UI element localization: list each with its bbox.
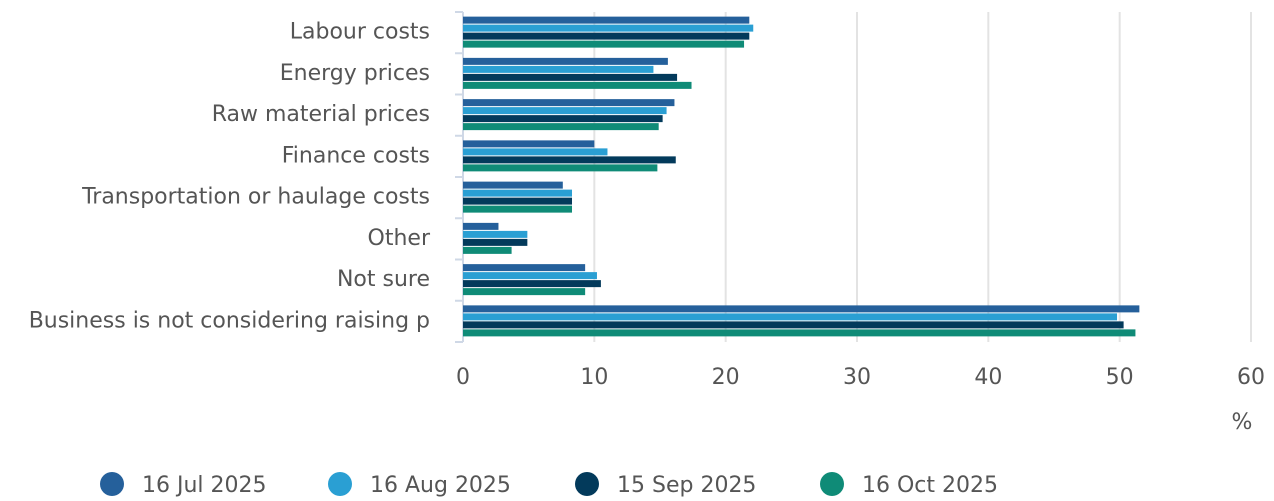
legend-marker	[820, 472, 844, 496]
bar	[463, 280, 601, 288]
bar	[463, 24, 754, 32]
bar	[463, 189, 573, 197]
bar	[463, 246, 512, 254]
bar	[463, 238, 528, 246]
bar	[463, 65, 654, 73]
x-tick-label: 60	[1237, 365, 1265, 390]
x-tick-label: 0	[456, 365, 470, 390]
bar	[463, 115, 663, 123]
y-tick-label: Other	[368, 226, 431, 251]
x-tick-label: 50	[1106, 365, 1134, 390]
legend-marker	[575, 472, 599, 496]
bar	[463, 197, 573, 205]
bar	[463, 107, 667, 115]
bar	[463, 16, 750, 24]
bar	[463, 264, 586, 272]
y-tick-label: Labour costs	[290, 20, 430, 45]
y-tick-label: Raw material prices	[212, 102, 430, 127]
y-tick-label: Business is not considering raising p	[29, 308, 430, 333]
bar	[463, 123, 659, 131]
x-tick-label: 40	[974, 365, 1002, 390]
bar	[463, 288, 586, 296]
y-tick-label: Energy prices	[280, 61, 430, 86]
bar	[463, 148, 608, 156]
bar	[463, 140, 595, 148]
legend-label: 16 Aug 2025	[370, 473, 511, 498]
bar	[463, 313, 1118, 321]
legend-label: 16 Oct 2025	[862, 473, 998, 498]
legend-marker	[328, 472, 352, 496]
bar	[463, 272, 597, 280]
x-tick-label: 20	[712, 365, 740, 390]
bar	[463, 99, 675, 107]
x-axis-label: %	[1232, 410, 1253, 435]
bar	[463, 81, 692, 89]
bar	[463, 205, 573, 213]
bar	[463, 230, 528, 238]
y-tick-label: Finance costs	[282, 143, 430, 168]
bar	[463, 181, 563, 189]
x-tick-label: 30	[843, 365, 871, 390]
bar	[463, 156, 676, 164]
legend-label: 15 Sep 2025	[617, 473, 756, 498]
bar	[463, 32, 750, 40]
legend-marker	[100, 472, 124, 496]
legend-label: 16 Jul 2025	[142, 473, 267, 498]
x-tick-label: 10	[580, 365, 608, 390]
bar	[463, 321, 1124, 329]
bar	[463, 329, 1136, 337]
y-tick-label: Not sure	[337, 267, 430, 292]
bar	[463, 305, 1140, 313]
bar	[463, 73, 678, 81]
bar	[463, 222, 499, 230]
bar	[463, 57, 668, 65]
y-tick-label: Transportation or haulage costs	[81, 185, 430, 210]
bar	[463, 164, 658, 172]
bar	[463, 40, 745, 48]
